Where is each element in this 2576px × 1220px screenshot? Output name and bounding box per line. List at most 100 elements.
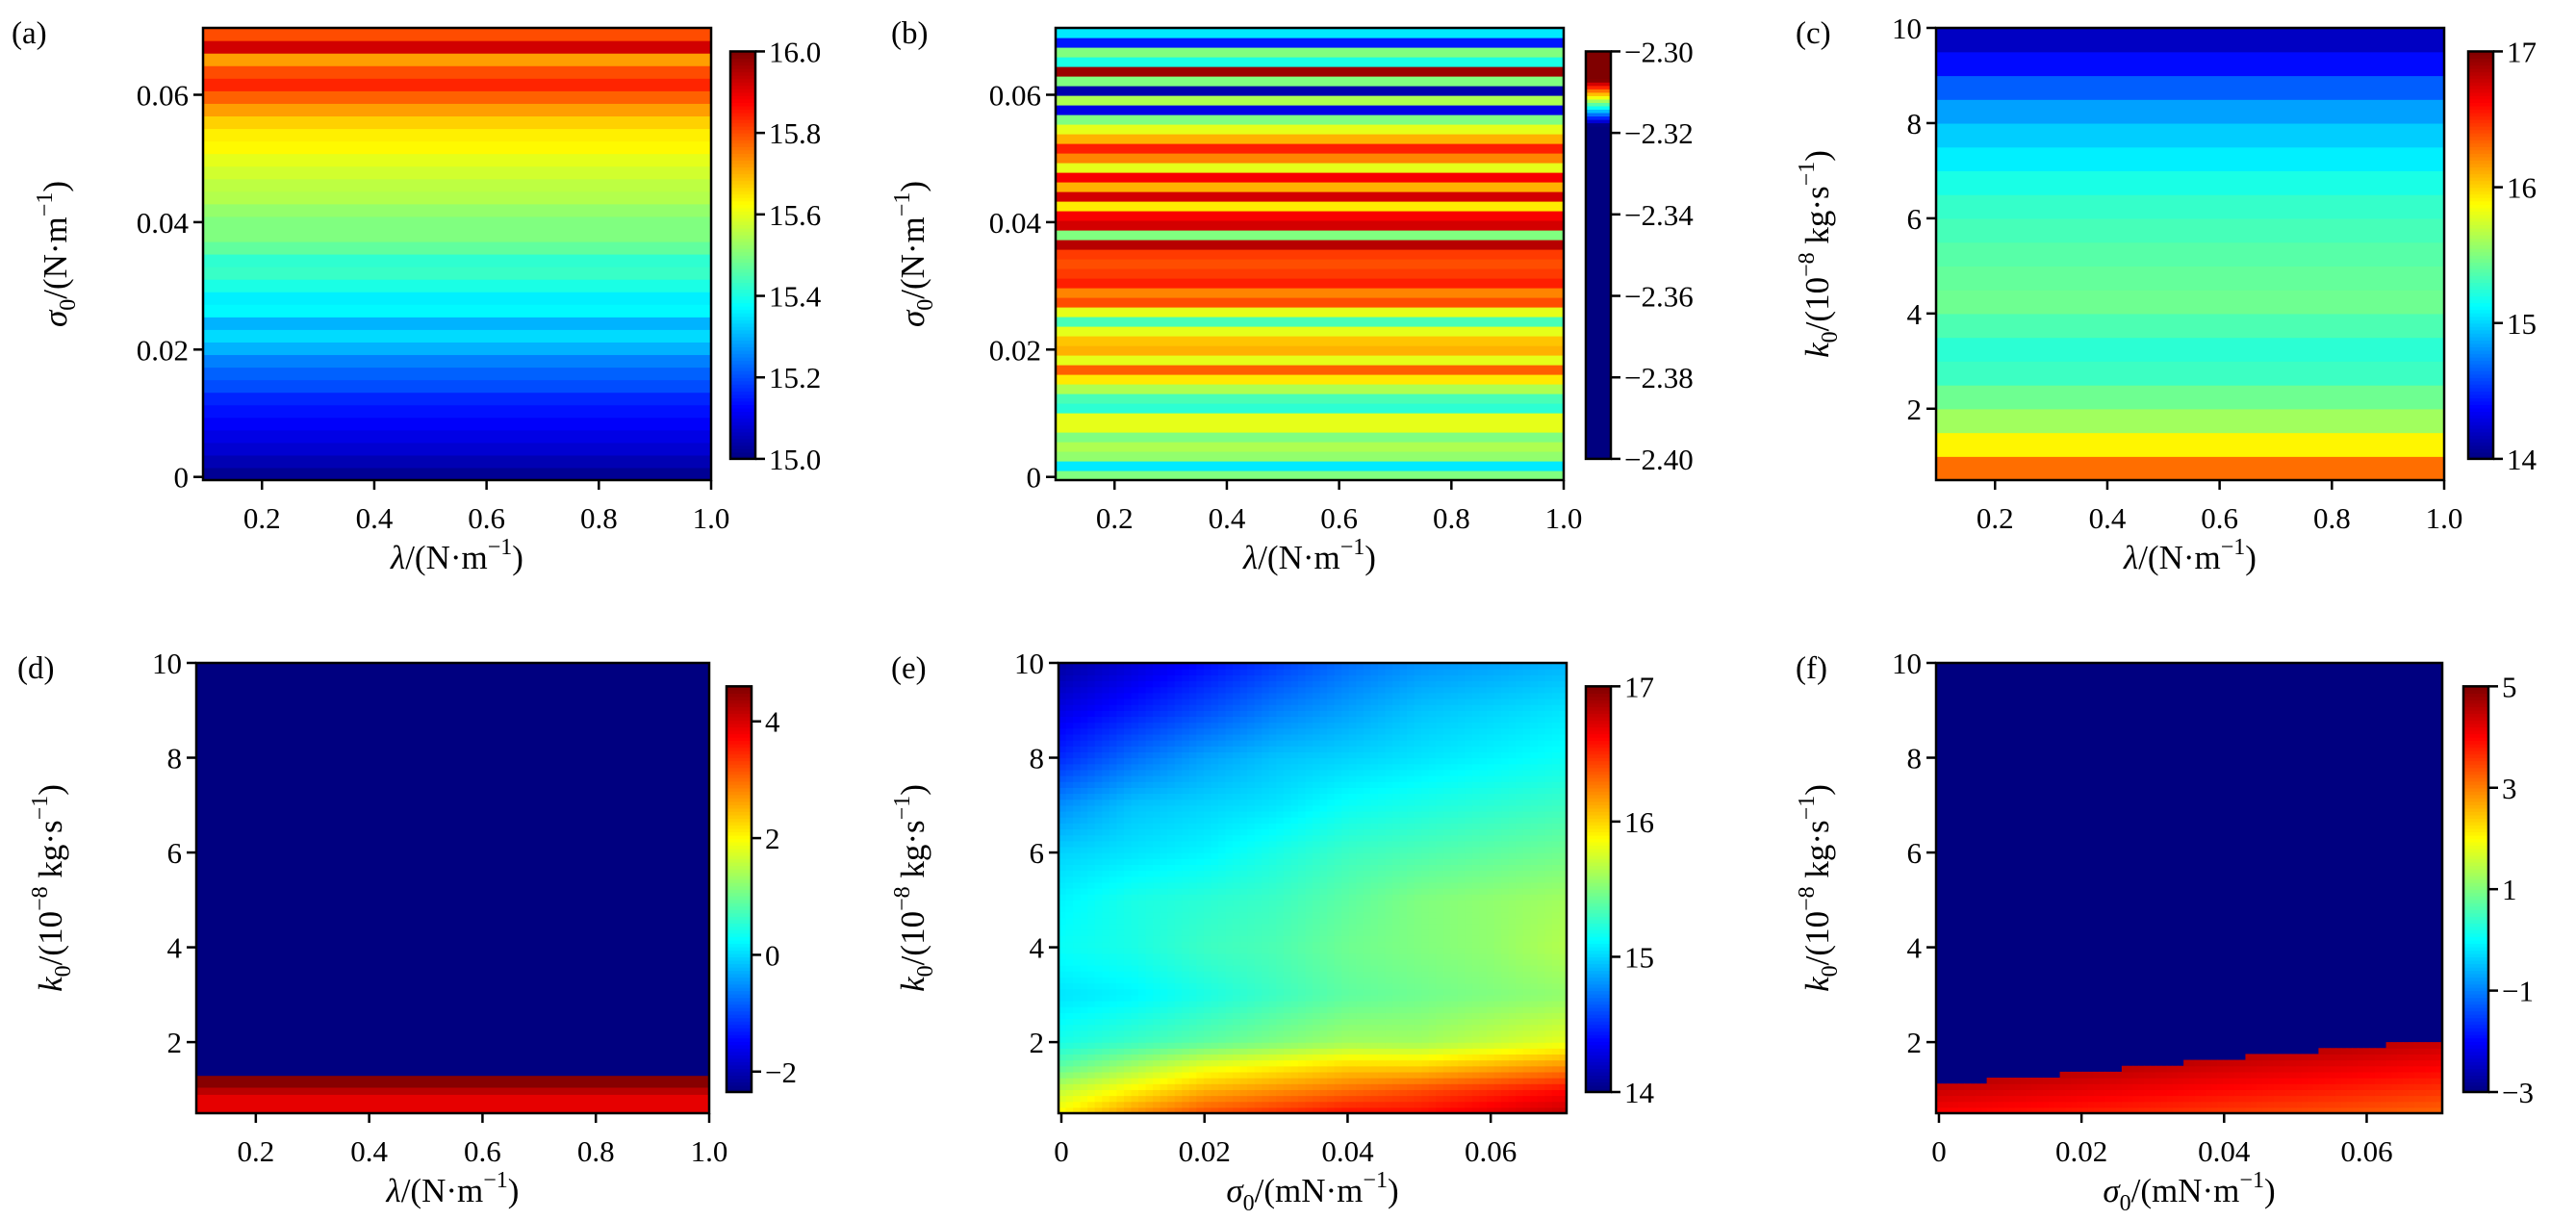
heatmap-cell — [1283, 1054, 1291, 1061]
heatmap-cell — [1160, 1089, 1168, 1097]
colorbar-segment — [1586, 193, 1611, 198]
heatmap-cell — [1508, 958, 1517, 966]
heatmap-cell — [1551, 876, 1561, 883]
colorbar-segment — [730, 71, 755, 76]
heatmap-cell — [1145, 1001, 1154, 1007]
heatmap-cell — [1131, 787, 1139, 795]
heatmap-cell — [1145, 793, 1154, 801]
heatmap-cell — [1182, 888, 1190, 895]
heatmap-cell — [1421, 947, 1430, 954]
heatmap-cell — [1370, 977, 1379, 984]
heatmap-cell — [1516, 1006, 1524, 1013]
heatmap-cell — [1233, 1024, 1241, 1031]
heatmap-cell — [1145, 965, 1154, 972]
heatmap-cell — [1217, 971, 1227, 978]
heatmap-cell — [1080, 1095, 1088, 1103]
colorbar-segment — [1586, 428, 1611, 433]
heatmap-cell — [1305, 1001, 1314, 1007]
heatmap-cell — [1211, 994, 1219, 1002]
heatmap-cell — [1334, 977, 1342, 984]
colorbar-segment — [727, 977, 752, 981]
heatmap-cell — [1363, 900, 1371, 907]
heatmap-cell — [1442, 781, 1451, 788]
heatmap-cell — [1551, 888, 1561, 895]
heatmap-cell — [1487, 1059, 1495, 1067]
heatmap-cell — [1334, 888, 1342, 895]
heatmap-cell — [1530, 977, 1539, 984]
heatmap-cell — [1313, 864, 1321, 872]
heatmap-cell — [1087, 1071, 1096, 1079]
heatmap-cell — [1160, 751, 1168, 759]
heatmap-cell — [1450, 958, 1459, 966]
heatmap-cell — [1080, 941, 1088, 949]
heatmap-cell — [1233, 799, 1241, 806]
heatmap-cell — [1530, 775, 1539, 782]
heatmap-cell — [1327, 757, 1336, 765]
heatmap-cell — [1457, 1006, 1466, 1013]
heatmap-cell — [1131, 775, 1139, 782]
heatmap-cell — [1268, 823, 1277, 830]
heatmap-cell — [203, 254, 712, 267]
heatmap-cell — [1283, 958, 1291, 966]
heatmap-cell — [1414, 1035, 1422, 1043]
colorbar-segment — [2468, 367, 2493, 371]
colorbar-segment — [1586, 329, 1611, 334]
heatmap-cell — [1109, 1106, 1117, 1114]
heatmap-cell — [1442, 917, 1451, 925]
heatmap-cell — [1442, 971, 1451, 978]
heatmap-cell — [1123, 787, 1133, 795]
heatmap-cell — [1465, 1001, 1473, 1007]
heatmap-cell — [1196, 1071, 1205, 1079]
heatmap-cell — [1137, 858, 1147, 865]
heatmap-cell — [1225, 864, 1234, 872]
heatmap-cell — [1465, 1106, 1473, 1114]
heatmap-cell — [1465, 900, 1473, 907]
heatmap-cell — [1065, 1106, 1074, 1114]
heatmap-cell — [1174, 876, 1183, 883]
heatmap-cell — [1276, 1006, 1285, 1013]
heatmap-cell — [1145, 870, 1154, 877]
heatmap-cell — [1188, 958, 1197, 966]
heatmap-cell — [1544, 1054, 1553, 1061]
heatmap-cell — [1508, 1006, 1517, 1013]
heatmap-cell — [1442, 864, 1451, 872]
heatmap-cell — [203, 292, 712, 305]
heatmap-cell — [203, 165, 712, 180]
heatmap-cell — [1385, 953, 1393, 960]
heatmap-cell — [1239, 994, 1248, 1002]
heatmap-cell — [1457, 775, 1466, 782]
heatmap-cell — [1334, 971, 1342, 978]
heatmap-cell — [1297, 1101, 1307, 1108]
heatmap-cell — [1239, 905, 1248, 913]
heatmap-cell — [1551, 935, 1561, 943]
heatmap-cell — [1137, 929, 1147, 936]
heatmap-cell — [1559, 810, 1568, 818]
colorbar-segment — [730, 349, 755, 355]
colorbar-segment — [730, 445, 755, 449]
heatmap-cell — [1160, 894, 1168, 901]
heatmap-cell — [1334, 787, 1342, 795]
colorbar-segment — [727, 855, 752, 860]
heatmap-cell — [1341, 888, 1350, 895]
colorbar-segment — [730, 391, 755, 395]
x-tick-label: 0.4 — [350, 1134, 388, 1168]
heatmap-cell — [1457, 823, 1466, 830]
heatmap-cell — [1080, 1101, 1088, 1108]
heatmap-cell — [1080, 823, 1088, 830]
colorbar-segment — [727, 1010, 752, 1015]
heatmap-cell — [1559, 804, 1568, 812]
colorbar-segment — [727, 1057, 752, 1062]
heatmap-cell — [1167, 881, 1176, 889]
heatmap-cell — [1522, 840, 1531, 848]
heatmap-cell — [1116, 881, 1125, 889]
heatmap-cell — [1334, 817, 1342, 824]
heatmap-cell — [1268, 935, 1277, 943]
heatmap-cell — [1414, 935, 1422, 943]
heatmap-cell — [1319, 840, 1328, 848]
heatmap-cell — [1239, 881, 1248, 889]
heatmap-cell — [1559, 852, 1568, 859]
heatmap-cell — [1522, 864, 1531, 872]
heatmap-cell — [1174, 905, 1183, 913]
heatmap-cell — [1174, 947, 1183, 954]
heatmap-cell — [1160, 852, 1168, 859]
